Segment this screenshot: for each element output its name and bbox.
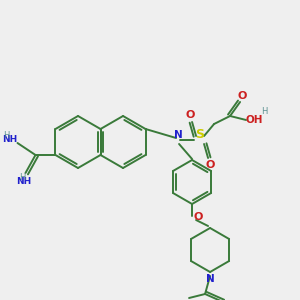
Text: O: O xyxy=(206,160,215,170)
Text: O: O xyxy=(185,110,195,120)
Text: O: O xyxy=(194,212,203,222)
Text: OH: OH xyxy=(245,115,263,125)
Text: O: O xyxy=(237,91,247,101)
Text: N: N xyxy=(174,130,182,140)
Text: S: S xyxy=(196,128,205,142)
Text: NH: NH xyxy=(2,134,17,143)
Text: NH: NH xyxy=(16,176,31,185)
Text: H: H xyxy=(19,172,26,182)
Text: N: N xyxy=(206,274,214,284)
Text: H: H xyxy=(261,107,267,116)
Text: H: H xyxy=(3,131,10,140)
